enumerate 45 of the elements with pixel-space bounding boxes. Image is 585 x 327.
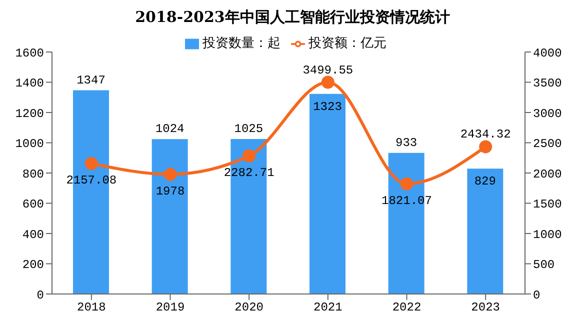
y-tick-label: 800 [22, 167, 44, 182]
y2-tick-label: 500 [533, 258, 555, 272]
y2-tick-label: 1500 [533, 198, 562, 212]
point [84, 156, 98, 170]
data-label: 1978 [156, 184, 185, 198]
x-tick-label: 2019 [156, 300, 185, 315]
data-label: 1323 [313, 100, 342, 114]
point [164, 168, 177, 181]
y2-tick-label: 1000 [533, 228, 562, 242]
x-tick-label: 2018 [77, 300, 106, 315]
y2-tick-label: 2000 [533, 167, 562, 182]
legend-label: 投资额：亿元 [308, 35, 386, 50]
legend-label: 投资数量：起 [202, 35, 280, 50]
y-tick-label: 1600 [15, 46, 44, 60]
point [321, 76, 334, 89]
data-label: 1025 [234, 122, 264, 136]
y-tick-label: 400 [22, 228, 44, 242]
data-label: 2434.32 [460, 128, 511, 142]
y2-tick-label: 4000 [533, 46, 562, 60]
point [242, 149, 256, 162]
x-tick-label: 2020 [234, 300, 264, 315]
data-label: 933 [396, 136, 418, 150]
x-tick-label: 2023 [471, 300, 500, 315]
data-label: 1024 [155, 122, 184, 136]
y-tick-label: 200 [22, 258, 44, 272]
y-tick-label: 600 [22, 198, 44, 212]
y2-tick-label: 0 [533, 288, 540, 302]
point [400, 177, 414, 190]
data-label: 1347 [76, 73, 106, 88]
x-tick-label: 2021 [314, 300, 342, 315]
chart-title: 2018-2023年中国人工智能行业投资情况统计 [134, 8, 451, 28]
bar [467, 168, 504, 294]
y2-tick-label: 3500 [533, 76, 562, 91]
y2-tick-label: 2500 [533, 137, 562, 152]
x-tick-label: 2022 [392, 300, 422, 315]
y-tick-label: 1000 [15, 137, 44, 152]
y-tick-label: 0 [36, 288, 44, 302]
y-tick-label: 1200 [15, 106, 44, 121]
data-label: 3499.55 [302, 63, 354, 78]
y-tick-label: 1400 [15, 76, 44, 91]
point [479, 140, 492, 154]
data-label: 829 [474, 174, 496, 189]
bar [152, 139, 188, 294]
bar [310, 94, 346, 294]
y2-tick-label: 3000 [533, 106, 562, 121]
